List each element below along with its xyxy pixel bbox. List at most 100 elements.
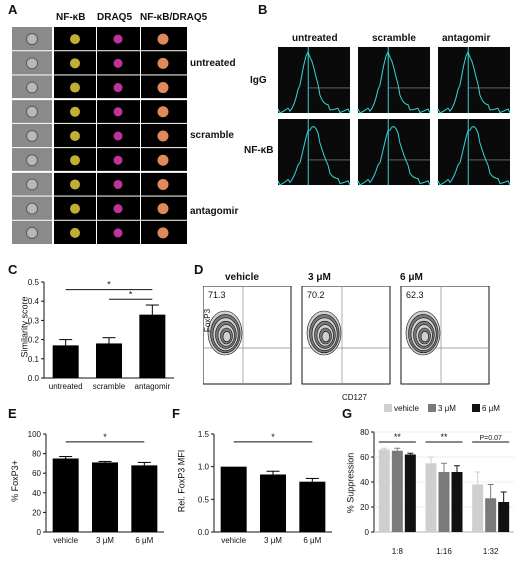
bar: [92, 462, 118, 532]
merge-cell: [157, 154, 169, 166]
y-tick-label: 60: [360, 453, 369, 462]
bar: [498, 502, 510, 532]
y-tick-label: 100: [28, 430, 42, 439]
bar: [451, 472, 463, 532]
brightfield-cell: [26, 57, 38, 70]
quadrant-value: 71.3: [208, 290, 226, 300]
contour-ring: [321, 331, 330, 343]
facs-col-6um: 6 μM: [400, 272, 423, 283]
bar: [299, 481, 326, 532]
legend-swatch: [472, 404, 480, 412]
y-tick-label: 0: [37, 528, 42, 537]
bar: [96, 343, 122, 378]
draq5-cell: [113, 107, 123, 117]
bar: [378, 449, 390, 532]
brightfield-cell: [26, 178, 38, 191]
y-tick-label: 1.0: [198, 463, 210, 472]
panel-label-c: C: [8, 262, 18, 277]
bar: [391, 450, 403, 532]
nfkb-cell: [70, 203, 80, 214]
histogram-trace: [437, 126, 511, 186]
y-tick-label: 0.1: [28, 355, 40, 364]
nfkb-cell: [70, 106, 80, 117]
legend-swatch: [384, 404, 392, 412]
legend-swatch: [428, 404, 436, 412]
histogram-plot: [358, 47, 430, 113]
sig-marker: *: [271, 432, 275, 442]
group-label-antagomir: antagomir: [190, 206, 239, 217]
panel-label-d: D: [194, 262, 204, 277]
histogram-trace: [277, 126, 351, 186]
merge-cell: [157, 130, 169, 142]
sig-marker: **: [394, 432, 402, 442]
group-label-scramble: scramble: [190, 130, 234, 141]
merge-cell: [157, 57, 169, 69]
contour-ring: [420, 331, 429, 343]
bar: [472, 484, 484, 532]
draq5-cell: [113, 228, 123, 238]
bar: [485, 498, 497, 532]
merge-cell: [157, 106, 169, 118]
merge-cell: [157, 227, 169, 239]
imaging-flow-panel: [12, 27, 187, 245]
y-tick-label: 0.2: [28, 336, 40, 345]
x-tick-label: 1:32: [483, 547, 499, 554]
nfkb-cell: [70, 227, 80, 238]
chart-e-ylabel: % FoxP3+: [9, 460, 20, 502]
bar: [52, 458, 79, 532]
y-tick-label: 40: [360, 478, 369, 487]
histogram-plot: [278, 119, 350, 185]
nfkb-cell: [70, 34, 80, 45]
draq5-cell: [113, 155, 123, 165]
histogram-trace: [357, 50, 431, 114]
x-tick-label: antagomir: [135, 382, 171, 391]
suppression-chart: 0 20 40 60 80 1:8 ** 1:16 ** 1:32 P=0.07 vehicle 3 μ…: [360, 404, 514, 554]
bar: [139, 314, 166, 378]
y-tick-label: 60: [32, 469, 41, 478]
draq5-cell: [113, 58, 123, 68]
bar: [404, 454, 416, 532]
contour-ring: [222, 331, 231, 343]
draq5-cell: [113, 131, 123, 141]
hist-row-nfkb: NF-κB: [244, 145, 274, 156]
chart-f-ylabel: Rel. FoxP3 MFI: [176, 449, 187, 513]
brightfield-cell: [26, 226, 38, 239]
panel-label-g: G: [342, 406, 353, 421]
brightfield-cell: [26, 154, 38, 167]
histogram-plot: [358, 119, 430, 185]
group-label-untreated: untreated: [190, 58, 236, 69]
histogram-trace: [357, 126, 431, 186]
sig-marker: *: [107, 280, 111, 290]
bar: [220, 466, 247, 532]
merge-cell: [157, 33, 169, 45]
draq5-cell: [113, 179, 123, 189]
quadrant-value: 70.2: [307, 290, 325, 300]
nfkb-cell: [70, 131, 80, 141]
facs-col-vehicle: vehicle: [225, 272, 259, 283]
x-tick-label: vehicle: [53, 536, 78, 545]
sig-marker: *: [103, 432, 107, 442]
panel-label-b: B: [258, 2, 268, 17]
x-tick-label: 6 μM: [303, 536, 321, 545]
brightfield-cell: [26, 33, 38, 46]
facs-xlabel: CD127: [342, 393, 367, 402]
histogram-grid: [277, 47, 513, 187]
x-tick-label: 1:16: [436, 547, 452, 554]
hist-col-antagomir: antagomir: [442, 33, 491, 44]
sig-marker: *: [129, 289, 133, 299]
histogram-plot: [438, 47, 510, 113]
panel-label-a: A: [8, 2, 18, 17]
foxp3-mfi-chart: 0.0 0.5 1.0 1.5 vehicle 3 μM 6 μM *: [198, 430, 332, 545]
y-tick-label: 0.5: [198, 495, 210, 504]
facs-col-3um: 3 μM: [308, 272, 331, 283]
hist-row-igg: IgG: [250, 75, 267, 86]
sig-marker: P=0.07: [479, 435, 501, 442]
foxp3-percent-chart: 0 20 40 60 80 100 vehicle 3 μM 6 μM *: [28, 430, 164, 545]
x-tick-label: 1:8: [392, 547, 404, 554]
histogram-trace: [437, 50, 511, 114]
bar: [425, 463, 437, 532]
y-tick-label: 80: [360, 428, 369, 437]
y-tick-label: 0: [365, 528, 370, 537]
brightfield-cell: [26, 105, 38, 118]
x-tick-label: 3 μM: [96, 536, 114, 545]
